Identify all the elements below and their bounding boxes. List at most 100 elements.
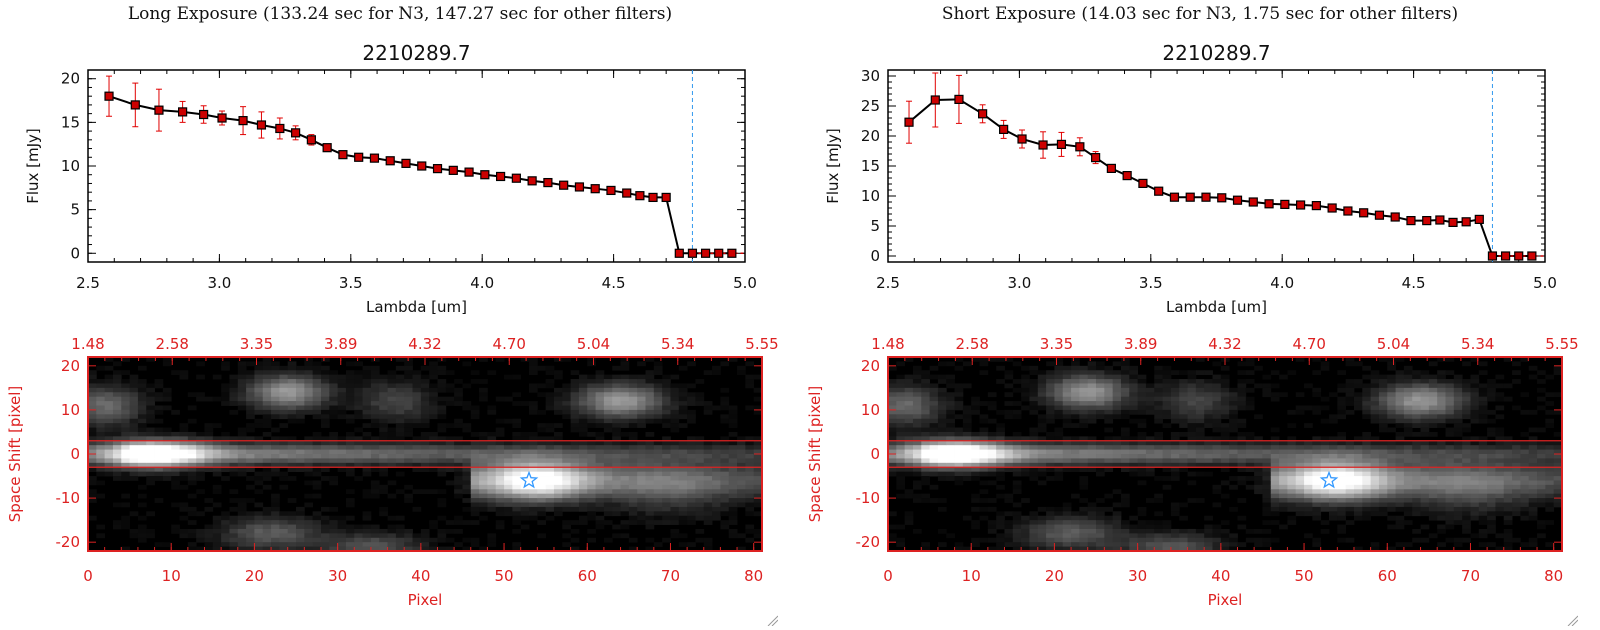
image-pixel bbox=[1320, 449, 1330, 455]
image-pixel bbox=[603, 537, 613, 543]
image-pixel bbox=[1254, 454, 1263, 459]
image-top-tick-label: 3.35 bbox=[240, 335, 273, 353]
image-pixel bbox=[587, 480, 596, 486]
image-pixel bbox=[662, 467, 671, 473]
image-pixel bbox=[1462, 462, 1471, 468]
image-pixel bbox=[703, 537, 713, 543]
image-pixel bbox=[1353, 383, 1363, 389]
image-pixel bbox=[1362, 462, 1372, 468]
image-pixel bbox=[1104, 546, 1114, 552]
image-pixel bbox=[512, 458, 522, 464]
data-point bbox=[1248, 197, 1258, 207]
image-pixel bbox=[979, 449, 989, 455]
image-pixel bbox=[204, 440, 214, 446]
image-pixel bbox=[337, 458, 347, 464]
image-pixel bbox=[728, 357, 738, 362]
image-pixel bbox=[454, 471, 463, 477]
image-pixel bbox=[1029, 409, 1039, 415]
image-pixel bbox=[429, 414, 438, 420]
resize-grip-icon[interactable] bbox=[766, 614, 778, 626]
data-point bbox=[1448, 217, 1458, 227]
image-pixel bbox=[1387, 383, 1396, 389]
image-pixel bbox=[129, 401, 139, 406]
image-pixel bbox=[687, 542, 696, 547]
image-pixel bbox=[1412, 537, 1421, 543]
image-pixel bbox=[1403, 467, 1413, 473]
image-pixel bbox=[304, 528, 314, 534]
image-pixel bbox=[662, 379, 671, 384]
y-tick-label: 0 bbox=[870, 247, 880, 265]
image-pixel bbox=[1453, 484, 1463, 490]
image-pixel bbox=[271, 414, 280, 420]
image-pixel bbox=[954, 467, 964, 473]
image-pixel bbox=[712, 471, 721, 477]
image-pixel bbox=[1487, 484, 1496, 490]
image-pixel bbox=[720, 502, 730, 508]
image-pixel bbox=[312, 467, 322, 473]
image-pixel bbox=[1320, 458, 1330, 464]
image-pixel bbox=[1329, 458, 1338, 464]
image-pixel bbox=[246, 396, 255, 402]
image-pixel bbox=[1428, 506, 1438, 512]
image-pixel bbox=[137, 471, 147, 477]
image-pixel bbox=[1445, 392, 1455, 398]
image-pixel bbox=[1295, 502, 1305, 508]
image-pixel bbox=[1312, 542, 1322, 547]
image-pixel bbox=[1071, 528, 1080, 534]
image-pixel bbox=[337, 374, 347, 380]
image-pixel bbox=[612, 511, 621, 517]
image-pixel bbox=[1445, 502, 1455, 508]
image-pixel bbox=[720, 387, 730, 393]
image-pixel bbox=[595, 418, 605, 424]
image-pixel bbox=[595, 414, 605, 420]
image-pixel bbox=[1054, 506, 1064, 512]
image-pixel bbox=[1237, 387, 1247, 393]
image-pixel bbox=[1279, 506, 1288, 512]
image-pixel bbox=[996, 484, 1005, 490]
image-pixel bbox=[362, 511, 372, 517]
image-pixel bbox=[587, 528, 596, 534]
image-pixel bbox=[720, 396, 730, 402]
image-pixel bbox=[1046, 533, 1055, 539]
image-pixel bbox=[154, 449, 164, 455]
image-pixel bbox=[337, 436, 347, 442]
image-pixel bbox=[1037, 392, 1047, 398]
image-pixel bbox=[296, 458, 305, 464]
image-pixel bbox=[662, 445, 671, 450]
image-pixel bbox=[1229, 454, 1238, 459]
image-pixel bbox=[553, 445, 563, 450]
image-pixel bbox=[279, 524, 289, 530]
image-pixel bbox=[720, 449, 730, 455]
image-pixel bbox=[929, 449, 939, 455]
image-pixel bbox=[1395, 401, 1405, 406]
image-pixel bbox=[304, 480, 314, 486]
image-pixel bbox=[404, 392, 413, 398]
image-pixel bbox=[1462, 480, 1471, 486]
image-pixel bbox=[104, 431, 114, 437]
image-pixel bbox=[921, 471, 930, 477]
image-pixel bbox=[1462, 476, 1471, 481]
image-pixel bbox=[1087, 392, 1097, 398]
image-pixel bbox=[387, 537, 397, 543]
image-pixel bbox=[1029, 454, 1039, 459]
image-top-tick-label: 4.70 bbox=[493, 335, 526, 353]
image-pixel bbox=[1337, 489, 1347, 495]
image-pixel bbox=[1312, 476, 1322, 481]
image-pixel bbox=[504, 489, 513, 495]
image-pixel bbox=[454, 528, 463, 534]
image-pixel bbox=[1012, 537, 1022, 543]
image-pixel bbox=[1162, 396, 1172, 402]
image-pixel bbox=[354, 462, 363, 468]
image-pixel bbox=[1478, 370, 1488, 376]
image-pixel bbox=[370, 379, 380, 384]
image-pixel bbox=[445, 467, 455, 473]
image-pixel bbox=[1304, 462, 1313, 468]
image-pixel bbox=[662, 489, 671, 495]
image-pixel bbox=[1220, 383, 1230, 389]
image-pixel bbox=[628, 480, 638, 486]
image-pixel bbox=[179, 431, 189, 437]
image-pixel bbox=[1054, 520, 1064, 525]
image-pixel bbox=[612, 383, 621, 389]
image-pixel bbox=[1428, 396, 1438, 402]
image-x-tick-label: 10 bbox=[162, 567, 181, 585]
